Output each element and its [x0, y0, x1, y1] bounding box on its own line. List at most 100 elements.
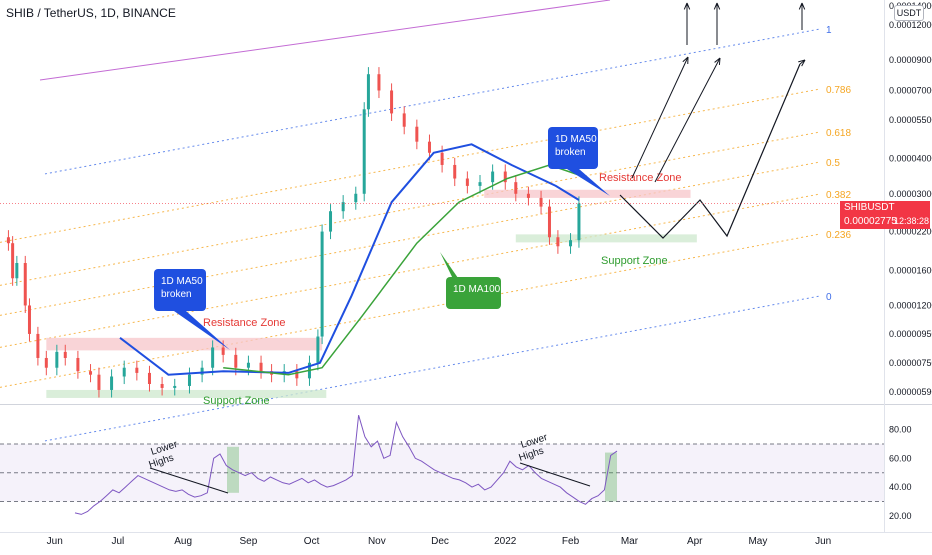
projection-arrow — [631, 56, 689, 179]
candle-body — [135, 367, 139, 373]
time-axis-label: Oct — [304, 536, 320, 547]
candle-body — [187, 374, 191, 386]
resistance-zone — [46, 337, 323, 351]
candle-body — [329, 211, 333, 232]
time-axis-label: Apr — [687, 536, 703, 547]
candle-body — [44, 357, 48, 368]
projection-arrow-head — [798, 59, 806, 67]
candle-body — [547, 206, 551, 238]
price-axis-label: 0.00007000 — [889, 85, 932, 95]
candle-body — [6, 237, 10, 244]
current-price-tag: SHIBUSDT 0.00002775 — [840, 201, 930, 229]
candle-body — [362, 109, 366, 194]
candle-body — [97, 374, 101, 390]
candle-body — [259, 362, 263, 372]
ma100-line — [223, 164, 580, 376]
candle-body — [316, 336, 320, 363]
resistance-zone-label: Resistance Zone — [203, 317, 286, 329]
time-axis-label: Sep — [240, 536, 258, 547]
candle-body — [539, 197, 543, 207]
candle-body — [577, 203, 581, 241]
fib-level-label: 0.618 — [826, 128, 851, 139]
support-zone — [46, 389, 327, 398]
candle-body — [221, 347, 225, 355]
currency-badge[interactable]: USDT — [894, 5, 924, 21]
time-axis-label: Feb — [562, 536, 580, 547]
chart-title: SHIB / TetherUS, 1D, BINANCE — [6, 6, 176, 20]
projection-arrow — [654, 57, 721, 183]
price-tag-symbol: SHIBUSDT — [844, 202, 895, 213]
candle-body — [377, 74, 381, 91]
candle-body — [234, 354, 238, 368]
rsi-axis-label: 20.00 — [889, 511, 912, 521]
candle-body — [503, 171, 507, 183]
candle-body — [147, 372, 151, 385]
projection-path — [619, 63, 801, 239]
price-tag-countdown: 12:38:28 — [893, 216, 929, 226]
price-axis-label: 0.00000590 — [889, 387, 932, 397]
support-zone — [515, 234, 697, 243]
price-axis-label: 0.00012000 — [889, 20, 932, 30]
time-axis-label: Aug — [174, 536, 192, 547]
candle-body — [23, 263, 27, 306]
fib-level-label: 1 — [826, 25, 832, 36]
candle-body — [160, 384, 164, 388]
candle-body — [211, 347, 215, 368]
candle-body — [491, 171, 495, 183]
trend-channel-top-line — [39, 0, 611, 81]
projection-arrow-head — [798, 2, 806, 10]
time-axis-label: 2022 — [494, 536, 517, 547]
fib-level-line — [0, 193, 821, 348]
price-axis-label: 0.00005500 — [889, 115, 932, 125]
candle-body — [526, 193, 530, 198]
ma50-callout-left-box — [154, 269, 206, 311]
fib-level-label: 0.382 — [826, 190, 851, 201]
time-axis-label: Dec — [431, 536, 449, 547]
fib-level-line — [44, 28, 821, 175]
price-axis-label: 0.00001200 — [889, 300, 932, 310]
candle-body — [415, 126, 419, 142]
candle-body — [440, 152, 444, 165]
projection-arrow-head — [683, 2, 691, 10]
time-axis-label: May — [748, 536, 767, 547]
rsi-line — [74, 415, 618, 515]
candle-body — [320, 231, 324, 337]
candle-body — [55, 351, 59, 368]
candle-body — [36, 333, 40, 358]
candle-body — [246, 362, 250, 368]
candle-body — [89, 371, 93, 375]
candle-body — [27, 305, 31, 334]
candle-body — [122, 367, 126, 377]
ma50-callout-right-text: 1D MA50 — [555, 134, 597, 145]
fib-level-line — [0, 88, 821, 243]
fib-level-label: 0.786 — [826, 85, 851, 96]
price-axis-label: 0.00002200 — [889, 227, 932, 237]
price-axis-label: 0.00004000 — [889, 154, 932, 164]
fib-level-label: 0 — [826, 292, 832, 303]
ma50-callout-right-pointer — [567, 169, 610, 196]
projection-arrow-head — [682, 56, 689, 65]
time-axis-label: Nov — [368, 536, 386, 547]
candle-body — [402, 113, 406, 127]
time-axis-label: Mar — [621, 536, 639, 547]
price-axis-label: 0.00000750 — [889, 358, 932, 368]
fib-level-line — [0, 161, 821, 316]
ma50-callout-left-text: broken — [161, 289, 192, 300]
resistance-zone — [484, 189, 691, 198]
candle-body — [11, 243, 15, 279]
ma50-line — [119, 143, 580, 376]
ma100-callout-text: 1D MA100 — [453, 284, 501, 295]
rsi-breakout-box — [605, 452, 617, 502]
ma50-callout-right-text: broken — [555, 147, 586, 158]
rsi-lower-highs-line — [149, 467, 229, 494]
projection-arrow-head — [713, 2, 721, 10]
time-axis-label: Jun — [815, 536, 831, 547]
candle-body — [341, 202, 345, 212]
candle-body — [390, 90, 394, 114]
candle-body — [200, 367, 204, 375]
projection-arrow-head — [714, 57, 721, 66]
ma100-callout-pointer — [440, 252, 480, 309]
rsi-axis-label: 60.00 — [889, 453, 912, 463]
